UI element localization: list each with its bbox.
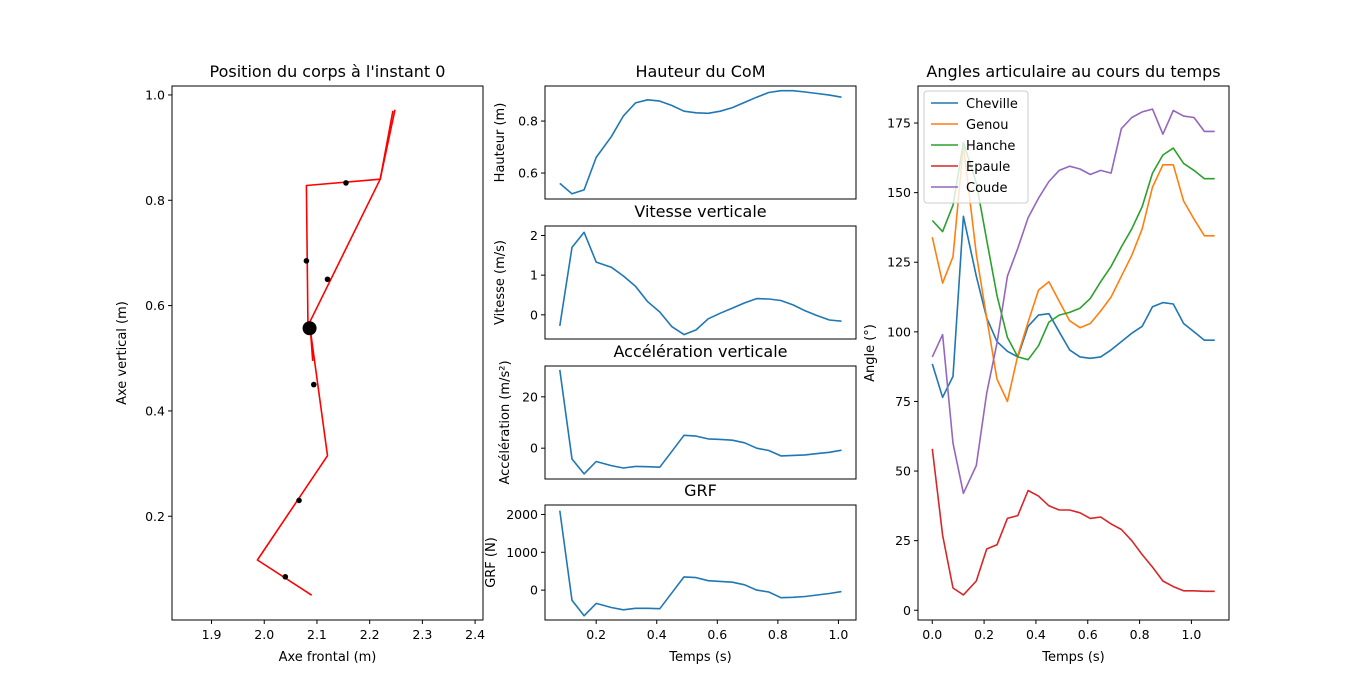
legend-entry: Cheville — [966, 97, 1018, 112]
chart-body: Position du corps à l'instant 0 0.2 0.4 0.6… — [115, 62, 485, 665]
series-line-hanche — [931, 141, 1215, 361]
y-axis-label: GRF (N) — [484, 537, 499, 588]
plot-frame — [544, 504, 857, 621]
legend-entry: Coude — [966, 181, 1008, 196]
series-line-cheville — [931, 215, 1215, 399]
y-axis-label: Axe vertical (m) — [115, 301, 130, 405]
x-tick-label: 1.0 — [828, 627, 848, 642]
series-line-coude — [931, 108, 1215, 495]
y-tick-label: 0 — [530, 583, 538, 598]
plot-frame — [544, 365, 857, 480]
y-axis-label: Vitesse (m/s) — [493, 240, 508, 325]
y-tick-label: 50 — [895, 464, 911, 479]
plot-frame — [917, 85, 1230, 621]
segment-marker — [296, 497, 302, 504]
y-axis-label: Hauteur (m) — [493, 103, 508, 183]
x-tick-label: 0.6 — [1078, 627, 1098, 642]
body-segment-jambe — [256, 331, 329, 596]
chart-acceleration: Accélération verticale 0 20 Accélération (m… — [498, 342, 857, 485]
chart-title: Angles articulaire au cours du temps — [926, 62, 1220, 81]
y-tick-label: 0 — [530, 307, 538, 322]
y-tick-label: 25 — [895, 533, 911, 548]
chart-title: Position du corps à l'instant 0 — [210, 62, 446, 81]
legend-entry: Epaule — [966, 160, 1010, 175]
y-tick-label: 125 — [887, 255, 911, 270]
x-tick-label: 2.1 — [307, 627, 327, 642]
y-tick-label: 0.6 — [145, 298, 165, 313]
x-tick-label: 2.0 — [254, 627, 274, 642]
legend-entry: Hanche — [966, 139, 1015, 154]
legend-box — [923, 90, 1029, 204]
series-line — [559, 89, 842, 195]
chart-title: Accélération verticale — [613, 342, 787, 361]
x-tick-label: 1.9 — [202, 627, 222, 642]
x-tick-label: 2.2 — [360, 627, 380, 642]
x-tick-label: 0.2 — [586, 627, 606, 642]
chart-velocity: Vitesse verticale 0 1 2 Vitesse (m/s) — [493, 202, 857, 340]
x-tick-label: 0.8 — [768, 627, 788, 642]
series-line — [559, 510, 842, 617]
x-tick-label: 0.0 — [922, 627, 942, 642]
y-tick-label: 75 — [895, 394, 911, 409]
y-tick-label: 1000 — [506, 545, 538, 560]
series-line — [559, 369, 842, 475]
body-segment-tronc — [305, 110, 394, 330]
y-tick-label: 0 — [903, 603, 911, 618]
y-tick-label: 1.0 — [145, 87, 165, 102]
y-tick-label: 0 — [530, 441, 538, 456]
chart-angles: Angles articulaire au cours du temps 0 25 5… — [863, 62, 1230, 665]
x-tick-label: 1.0 — [1181, 627, 1201, 642]
x-tick-label: 0.4 — [647, 627, 667, 642]
segment-marker — [303, 258, 310, 264]
x-axis-label: Temps (s) — [1041, 650, 1104, 665]
com-marker — [302, 321, 317, 336]
chart-title: Vitesse verticale — [634, 202, 766, 221]
x-axis-label: Axe frontal (m) — [279, 650, 377, 665]
x-tick-label: 0.8 — [1130, 627, 1150, 642]
segment-marker — [310, 381, 317, 388]
y-tick-label: 0.8 — [518, 114, 538, 129]
plot-frame — [171, 85, 484, 621]
x-tick-label: 0.4 — [1026, 627, 1046, 642]
y-tick-label: 150 — [887, 185, 911, 200]
legend-entry: Genou — [966, 118, 1009, 133]
segment-marker — [282, 574, 289, 580]
y-tick-label: 0.8 — [145, 193, 165, 208]
segment-marker — [343, 180, 349, 186]
y-axis-label: Angle (°) — [863, 324, 878, 382]
legend: Cheville Genou Hanche Epaule Coude — [923, 90, 1029, 204]
y-tick-label: 0.6 — [518, 166, 538, 181]
chart-title: Hauteur du CoM — [635, 62, 765, 81]
series-line-genou — [931, 144, 1215, 403]
chart-title: GRF — [684, 481, 717, 500]
segment-marker — [324, 276, 331, 283]
x-tick-label: 0.6 — [707, 627, 727, 642]
y-tick-label: 175 — [887, 116, 911, 131]
series-line — [559, 231, 842, 336]
body-segment-bras — [306, 109, 396, 328]
chart-grf: GRF 0 1000 2000 0.2 0.4 0.6 0.8 1.0 Temps (s) GRF … — [484, 481, 857, 665]
y-tick-label: 2000 — [506, 507, 538, 522]
series-line-epaule — [931, 448, 1215, 596]
y-tick-label: 100 — [887, 324, 911, 339]
x-tick-label: 2.4 — [465, 627, 485, 642]
x-tick-label: 2.3 — [412, 627, 432, 642]
y-axis-label: Accélération (m/s²) — [498, 360, 513, 484]
y-tick-label: 20 — [522, 389, 538, 404]
x-tick-label: 0.2 — [974, 627, 994, 642]
x-axis-label: Temps (s) — [668, 650, 731, 665]
plot-frame — [544, 85, 857, 200]
chart-height: Hauteur du CoM 0.6 0.8 Hauteur (m) — [493, 62, 857, 200]
y-tick-label: 0.4 — [145, 403, 165, 418]
plot-frame — [544, 225, 857, 340]
y-tick-label: 1 — [530, 268, 538, 283]
y-tick-label: 2 — [530, 228, 538, 243]
y-tick-label: 0.2 — [145, 509, 165, 524]
